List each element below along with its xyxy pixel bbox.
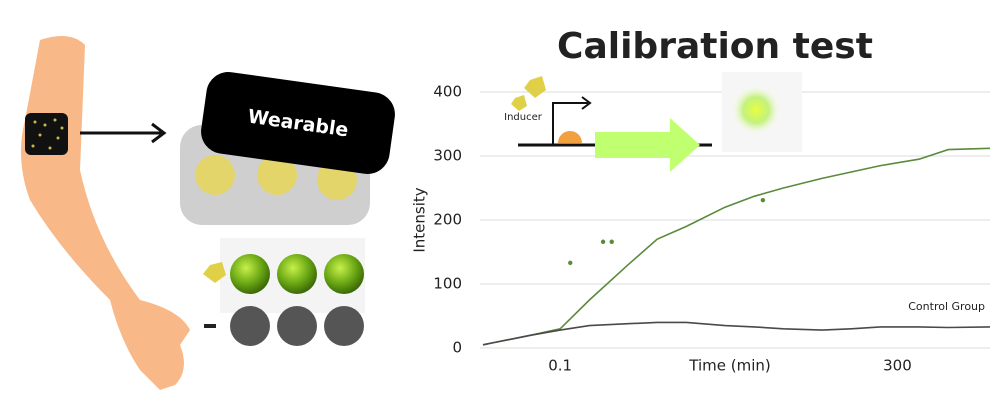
y-axis-label: Intensity: [411, 187, 429, 252]
y-tick-label: 300: [433, 147, 462, 165]
x-axis-label: Time (min): [688, 357, 770, 375]
outlier-point: [760, 197, 766, 203]
series-label: Control Group: [908, 300, 985, 313]
y-tick-label: 200: [433, 211, 462, 229]
sensor-readout: [203, 238, 365, 346]
data-line: [482, 147, 991, 346]
chart-title: Calibration test: [557, 26, 873, 67]
inducer-label: Inducer: [504, 112, 543, 123]
x-tick-label: 0.1: [548, 357, 572, 375]
plot: 0 100 200 300 400 0.1 300 Control Group: [433, 83, 991, 375]
y-tick-label: 100: [433, 275, 462, 293]
y-tick-label: 400: [433, 83, 462, 101]
y-tick-label: 0: [452, 339, 462, 357]
genetic-circuit-inset: Inducer: [504, 72, 802, 172]
outlier-point: [600, 239, 606, 244]
outlier-point: [609, 239, 614, 244]
outlier-point: [568, 260, 573, 266]
x-tick-label: 300: [883, 357, 912, 375]
wearable-device: Wearable: [180, 72, 395, 225]
arm-illustration: [21, 36, 190, 390]
data-line: [482, 321, 991, 346]
